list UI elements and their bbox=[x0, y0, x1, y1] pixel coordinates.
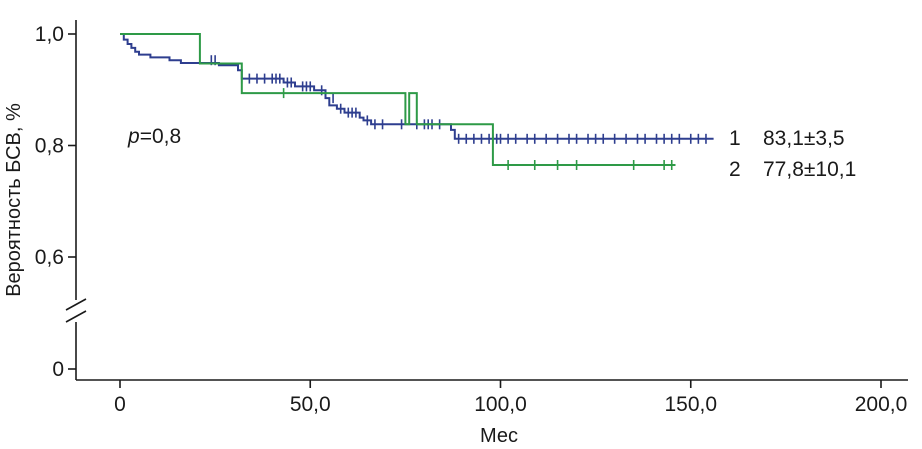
y-tick-label: 1,0 bbox=[35, 23, 64, 46]
x-tick-label: 150,0 bbox=[664, 393, 717, 416]
y-axis-break-mark bbox=[65, 298, 87, 323]
x-ticks: 0 50,0 100,0 150,0 200,0 bbox=[114, 380, 907, 416]
x-axis-label: Мес bbox=[480, 425, 518, 447]
y-tick-label: 0,8 bbox=[35, 135, 64, 158]
legend-series-2-number: 2 bbox=[729, 158, 741, 181]
p-value-letter: p bbox=[127, 125, 140, 148]
series-2-survival-line bbox=[120, 33, 676, 166]
series-2 bbox=[120, 33, 676, 171]
legend: 1 83,1±3,5 2 77,8±10,1 bbox=[729, 127, 856, 181]
legend-series-1-number: 1 bbox=[729, 127, 741, 150]
series-layer bbox=[120, 33, 714, 171]
legend-series-1-value: 83,1±3,5 bbox=[763, 127, 845, 150]
y-axis-break-stroke-2 bbox=[65, 310, 87, 323]
y-tick-label: 0,6 bbox=[35, 246, 64, 269]
y-axis-label: Вероятность БСВ, % bbox=[3, 103, 25, 297]
p-value-rest: =0,8 bbox=[140, 125, 181, 148]
series-1-survival-line bbox=[120, 33, 714, 140]
x-tick-label: 50,0 bbox=[290, 393, 331, 416]
y-tick-label: 0 bbox=[52, 358, 64, 381]
y-ticks: 0 0,6 0,8 1,0 bbox=[35, 23, 76, 381]
legend-series-2-value: 77,8±10,1 bbox=[763, 158, 856, 181]
x-tick-label: 200,0 bbox=[855, 393, 908, 416]
x-tick-label: 100,0 bbox=[474, 393, 527, 416]
y-axis-break-stroke-1 bbox=[65, 298, 87, 311]
p-value-annotation: p=0,8 bbox=[127, 125, 181, 148]
axes: 0 50,0 100,0 150,0 200,0 0 0,6 0,8 1,0 bbox=[35, 20, 908, 416]
series-1 bbox=[120, 33, 714, 144]
x-tick-label: 0 bbox=[114, 393, 126, 416]
